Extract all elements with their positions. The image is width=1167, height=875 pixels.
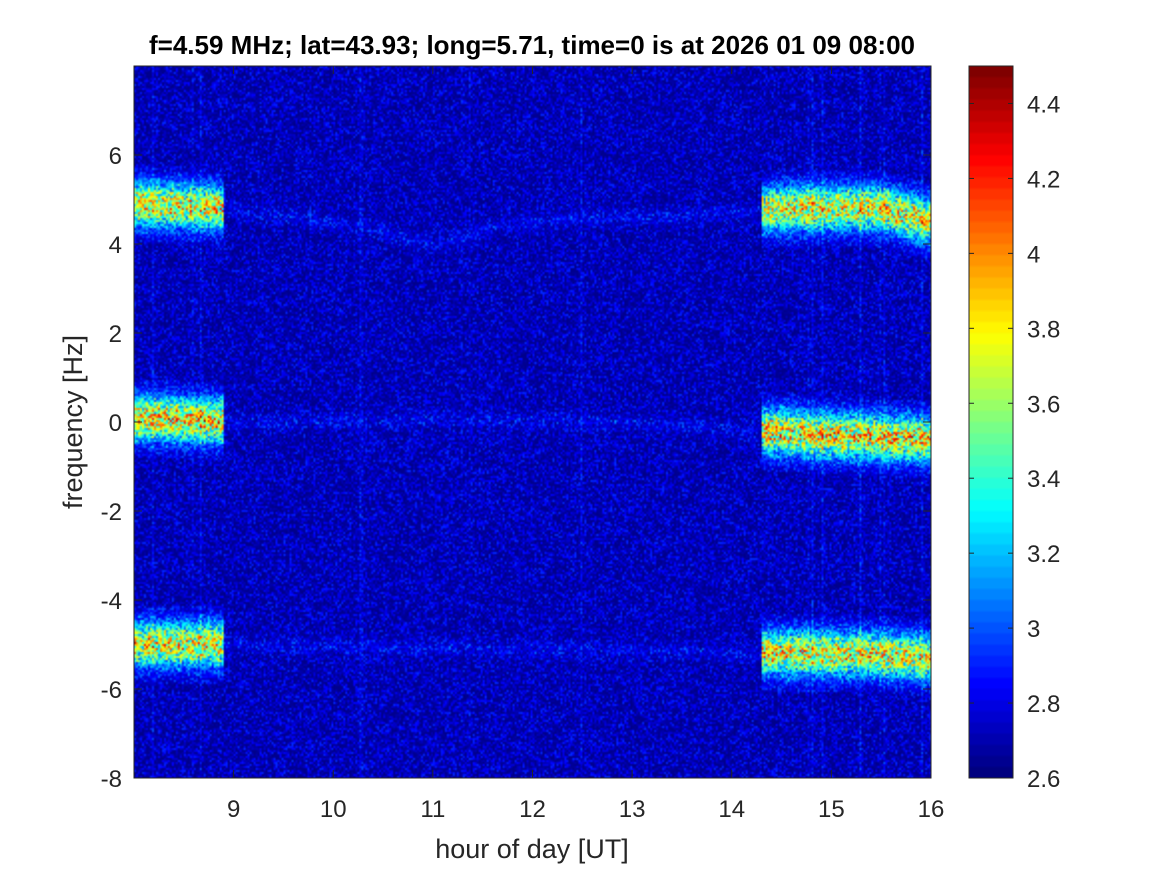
colorbar-tick-label: 3.4 <box>1027 466 1060 493</box>
colorbar-tick-label: 3 <box>1027 616 1040 643</box>
x-tick-label: 15 <box>818 796 845 823</box>
colorbar: 2.6 2.8 3 3.2 3.4 3.6 3.8 4 4.2 4.4 <box>968 65 1060 793</box>
y-tick-label: -2 <box>101 499 122 526</box>
x-axis: 9 10 11 12 13 14 15 16 <box>227 66 944 823</box>
y-axis-label: frequency [Hz] <box>58 335 88 509</box>
x-tick-label: 9 <box>227 796 240 823</box>
colorbar-tick-label: 2.6 <box>1027 766 1060 793</box>
y-tick-label: -6 <box>101 677 122 704</box>
x-tick-label: 12 <box>519 796 546 823</box>
y-tick-label: 6 <box>109 143 122 170</box>
colorbar-tick-label: 3.6 <box>1027 391 1060 418</box>
x-tick-label: 13 <box>619 796 646 823</box>
y-tick-label: 0 <box>109 410 122 437</box>
colorbar-ticks: 2.6 2.8 3 3.2 3.4 3.6 3.8 4 4.2 4.4 <box>969 91 1060 793</box>
colorbar-tick-label: 4.2 <box>1027 166 1060 193</box>
heatmap-image <box>134 66 931 778</box>
y-tick-label: 2 <box>109 321 122 348</box>
colorbar-tick-label: 3.2 <box>1027 541 1060 568</box>
colorbar-tick-label: 3.8 <box>1027 316 1060 343</box>
colorbar-tick-label: 4 <box>1027 241 1040 268</box>
colorbar-tick-label: 2.8 <box>1027 691 1060 718</box>
chart-title: f=4.59 MHz; lat=43.93; long=5.71, time=0… <box>149 30 915 60</box>
colorbar-tick-label: 4.4 <box>1027 91 1060 118</box>
y-axis: -8 -6 -4 -2 0 2 4 6 <box>101 143 931 793</box>
x-tick-label: 10 <box>320 796 347 823</box>
x-tick-label: 14 <box>718 796 745 823</box>
colorbar-gradient <box>969 66 1013 778</box>
y-tick-label: -4 <box>101 588 122 615</box>
x-tick-label: 11 <box>420 796 445 823</box>
colorbar-frame <box>968 65 1014 779</box>
plot-area <box>133 65 932 779</box>
y-tick-label: 4 <box>109 232 122 259</box>
x-axis-label: hour of day [UT] <box>435 834 629 864</box>
x-tick-label: 16 <box>918 796 945 823</box>
y-tick-label: -8 <box>101 766 122 793</box>
